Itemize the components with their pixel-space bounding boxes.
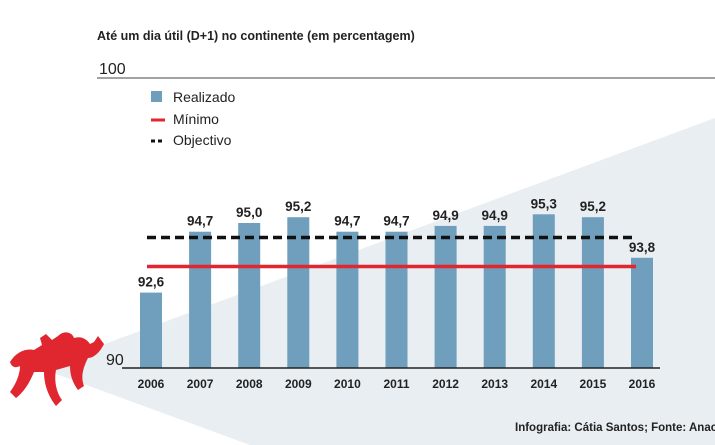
bar-2016 [631, 257, 653, 368]
bar-2009 [287, 217, 310, 368]
x-tick-2012: 2012 [432, 377, 459, 391]
bar-label-2013: 94,9 [482, 208, 508, 223]
bar-label-2007: 94,7 [187, 214, 213, 229]
x-tick-2007: 2007 [187, 377, 214, 391]
x-tick-2015: 2015 [580, 377, 607, 391]
legend-label-minimo: Mínimo [173, 111, 219, 127]
x-tick-2009: 2009 [285, 377, 312, 391]
bar-2008 [238, 223, 261, 368]
bar-label-2014: 95,3 [531, 196, 558, 211]
bar-label-2015: 95,2 [580, 199, 606, 214]
bar-label-2016: 93,8 [629, 240, 656, 255]
y-tick-max: 100 [99, 61, 126, 78]
bar-2014 [532, 214, 555, 368]
bar-2010 [336, 231, 359, 368]
bar-label-2010: 94,7 [334, 214, 360, 229]
bar-label-2012: 94,9 [432, 208, 458, 223]
reference-lines [147, 235, 636, 269]
x-tick-2013: 2013 [481, 377, 508, 391]
bar-2013 [483, 225, 506, 368]
y-tick-min: 90 [106, 352, 124, 369]
chart-subtitle: Até um dia útil (D+1) no continente (em … [97, 29, 415, 43]
x-tick-labels: 2006 2007 2008 2009 2010 2011 2012 2013 2014 2015… [138, 377, 656, 391]
x-tick-2011: 2011 [383, 377, 409, 391]
bar-label-2006: 92,6 [138, 275, 165, 290]
bar-label-2009: 95,2 [285, 199, 311, 214]
legend-label-realizado: Realizado [173, 89, 235, 105]
bar-2012 [434, 225, 457, 368]
chart-credit: Infografia: Cátia Santos; Fonte: Anacom [515, 422, 715, 434]
x-tick-2014: 2014 [530, 377, 557, 391]
bar-2011 [385, 231, 408, 368]
legend-marker-realizado [151, 91, 162, 102]
bar-labels: 92,6 94,7 95,0 95,2 94,7 94,7 94,9 94,9 95,3 95,2… [138, 196, 656, 289]
horse-logo [10, 332, 104, 406]
bar-label-2008: 95,0 [236, 205, 262, 220]
bar-2015 [581, 217, 604, 368]
x-tick-2010: 2010 [334, 377, 361, 391]
legend: Realizado Mínimo Objectivo [151, 89, 235, 148]
bar-label-2011: 94,7 [383, 214, 409, 229]
bar-2006 [140, 292, 162, 368]
x-tick-2006: 2006 [138, 377, 165, 391]
legend-label-objectivo: Objectivo [173, 132, 232, 148]
x-tick-2016: 2016 [629, 377, 656, 391]
x-tick-2008: 2008 [236, 377, 263, 391]
bar-2007 [189, 231, 212, 368]
